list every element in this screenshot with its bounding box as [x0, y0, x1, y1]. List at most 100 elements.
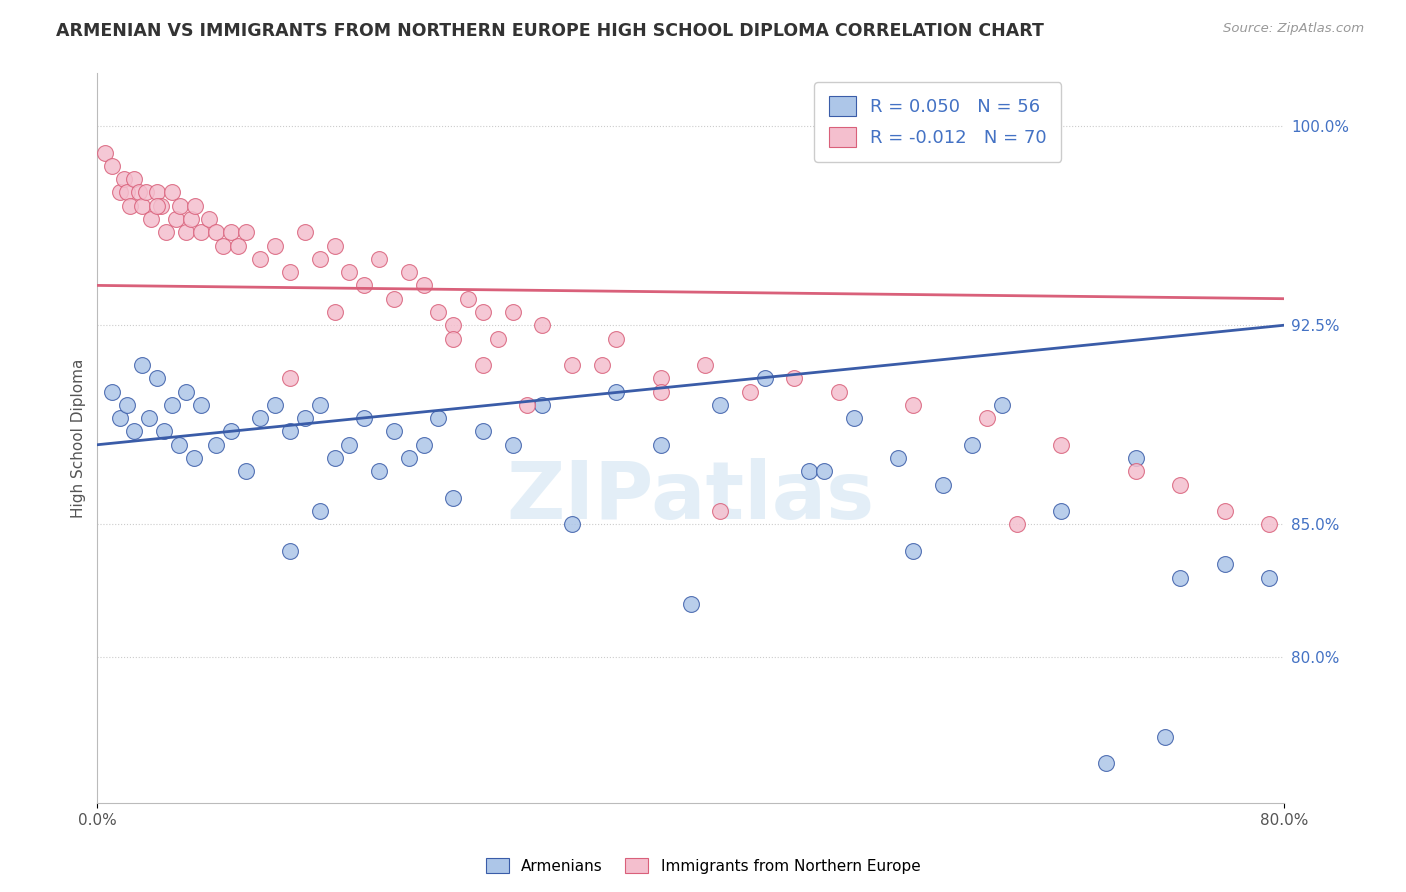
- Point: [323, 238, 346, 252]
- Point: [150, 199, 173, 213]
- Point: [531, 398, 554, 412]
- Point: [339, 438, 361, 452]
- Point: [108, 186, 131, 200]
- Point: [709, 504, 731, 518]
- Point: [128, 186, 150, 200]
- Point: [591, 358, 613, 372]
- Y-axis label: High School Diploma: High School Diploma: [72, 359, 86, 517]
- Point: [115, 186, 138, 200]
- Point: [226, 238, 249, 252]
- Point: [131, 358, 153, 372]
- Point: [108, 411, 131, 425]
- Point: [145, 199, 167, 213]
- Point: [131, 199, 153, 213]
- Point: [308, 398, 330, 412]
- Point: [212, 238, 235, 252]
- Point: [124, 172, 146, 186]
- Point: [176, 384, 198, 399]
- Point: [754, 371, 776, 385]
- Point: [605, 332, 627, 346]
- Point: [679, 597, 702, 611]
- Point: [828, 384, 851, 399]
- Point: [472, 358, 495, 372]
- Point: [94, 145, 117, 160]
- Point: [441, 491, 464, 505]
- Point: [561, 517, 583, 532]
- Text: Source: ZipAtlas.com: Source: ZipAtlas.com: [1223, 22, 1364, 36]
- Point: [427, 305, 450, 319]
- Point: [118, 199, 141, 213]
- Point: [887, 450, 910, 465]
- Point: [695, 358, 717, 372]
- Text: ARMENIAN VS IMMIGRANTS FROM NORTHERN EUROPE HIGH SCHOOL DIPLOMA CORRELATION CHAR: ARMENIAN VS IMMIGRANTS FROM NORTHERN EUR…: [56, 22, 1045, 40]
- Point: [516, 398, 538, 412]
- Point: [368, 464, 391, 478]
- Point: [1125, 464, 1147, 478]
- Point: [294, 225, 316, 239]
- Point: [650, 384, 672, 399]
- Point: [323, 450, 346, 465]
- Point: [278, 544, 301, 558]
- Point: [153, 425, 176, 439]
- Point: [412, 438, 434, 452]
- Point: [412, 278, 434, 293]
- Point: [738, 384, 761, 399]
- Point: [184, 199, 207, 213]
- Point: [901, 398, 924, 412]
- Point: [457, 292, 479, 306]
- Point: [145, 186, 167, 200]
- Point: [101, 159, 124, 173]
- Point: [1154, 730, 1177, 744]
- Point: [486, 332, 509, 346]
- Point: [1213, 558, 1236, 572]
- Point: [235, 225, 257, 239]
- Point: [124, 425, 146, 439]
- Point: [813, 464, 835, 478]
- Point: [138, 411, 160, 425]
- Point: [197, 212, 219, 227]
- Point: [441, 318, 464, 333]
- Point: [176, 225, 198, 239]
- Point: [441, 332, 464, 346]
- Point: [115, 398, 138, 412]
- Point: [1095, 756, 1118, 771]
- Point: [278, 425, 301, 439]
- Point: [1258, 517, 1281, 532]
- Point: [135, 186, 157, 200]
- Point: [235, 464, 257, 478]
- Point: [278, 265, 301, 279]
- Point: [145, 371, 167, 385]
- Point: [472, 425, 495, 439]
- Point: [264, 238, 287, 252]
- Point: [605, 384, 627, 399]
- Point: [398, 450, 420, 465]
- Point: [165, 212, 187, 227]
- Point: [531, 318, 554, 333]
- Point: [205, 225, 228, 239]
- Point: [112, 172, 135, 186]
- Point: [1213, 504, 1236, 518]
- Point: [901, 544, 924, 558]
- Point: [1168, 570, 1191, 584]
- Point: [382, 292, 405, 306]
- Point: [1050, 504, 1073, 518]
- Point: [502, 305, 524, 319]
- Point: [368, 252, 391, 266]
- Point: [180, 212, 202, 227]
- Point: [1005, 517, 1028, 532]
- Point: [962, 438, 984, 452]
- Point: [932, 477, 955, 491]
- Point: [650, 438, 672, 452]
- Point: [249, 252, 271, 266]
- Point: [650, 371, 672, 385]
- Point: [353, 278, 375, 293]
- Point: [249, 411, 271, 425]
- Point: [1125, 450, 1147, 465]
- Point: [709, 398, 731, 412]
- Point: [976, 411, 998, 425]
- Legend: R = 0.050   N = 56, R = -0.012   N = 70: R = 0.050 N = 56, R = -0.012 N = 70: [814, 82, 1062, 161]
- Point: [190, 225, 212, 239]
- Point: [427, 411, 450, 425]
- Point: [353, 411, 375, 425]
- Point: [278, 371, 301, 385]
